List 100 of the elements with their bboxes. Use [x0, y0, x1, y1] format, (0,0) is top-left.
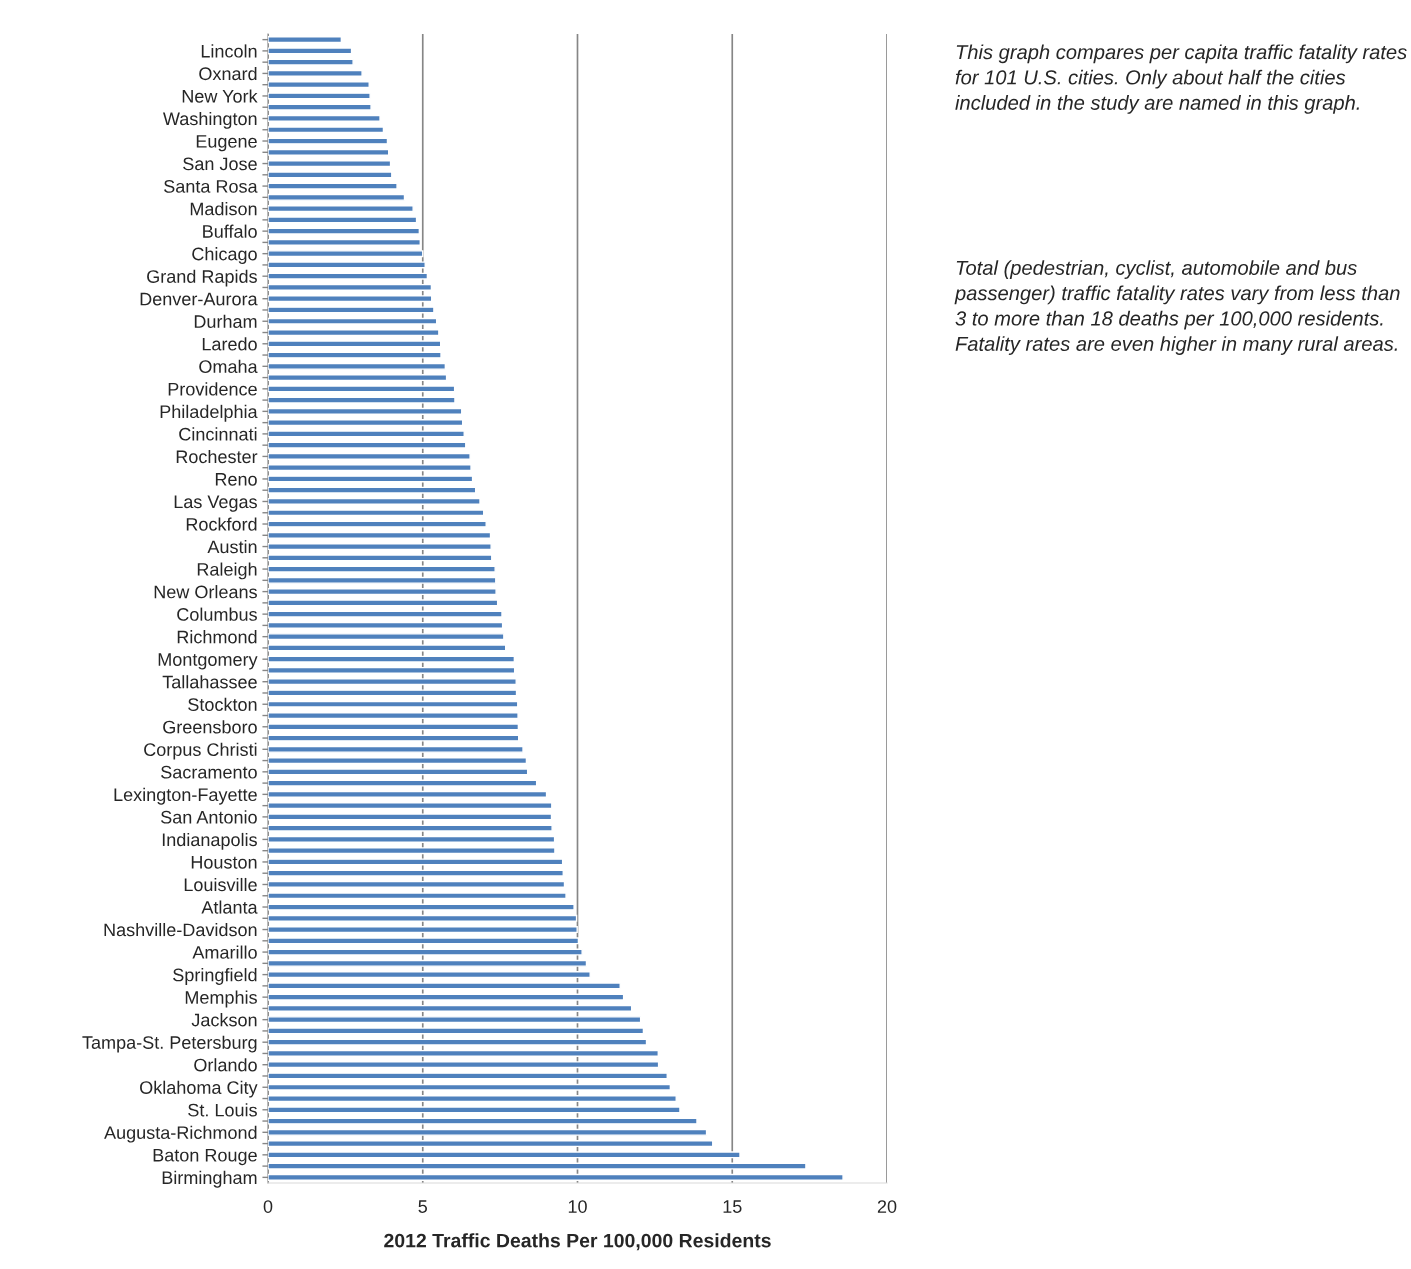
bar — [268, 621, 504, 629]
y-tick-label: Omaha — [199, 359, 258, 374]
text: This graph compares per capita traffic fatality rates for 101 U.S. cities. Only about half the cities included in the study are named in this graph. — [955, 44, 1407, 114]
bar — [268, 329, 440, 337]
bar — [268, 757, 528, 765]
bar — [268, 261, 426, 269]
y-tick-label: Providence — [168, 382, 257, 396]
y-tick-label: Oxnard — [199, 66, 257, 81]
bar — [268, 880, 566, 888]
y-tick-label: Raleigh — [197, 562, 257, 580]
bar — [268, 813, 553, 821]
bar — [268, 340, 442, 348]
bar — [268, 407, 463, 415]
y-tick-label: Birmingham — [162, 1170, 257, 1188]
bar — [268, 216, 418, 224]
y-tick-label: Chicago — [192, 247, 257, 264]
x-axis-title: 2012 Traffic Deaths Per 100,000 Residents — [384, 1233, 771, 1251]
bar — [268, 1049, 659, 1057]
bar — [268, 1072, 668, 1080]
y-tick-label: Philadelphia — [160, 404, 258, 422]
bar — [268, 768, 529, 776]
bar — [268, 892, 567, 900]
y-tick-label: Springfield — [173, 968, 257, 985]
y-tick-label: Corpus Christi — [144, 742, 257, 760]
bar — [268, 531, 492, 539]
y-tick-label: Orlando — [194, 1058, 257, 1072]
bar — [268, 926, 578, 934]
y-tick-label: Atlanta — [201, 900, 258, 914]
y-tick-label: Lincoln — [201, 44, 257, 58]
bar — [268, 58, 354, 66]
y-tick-label: Jackson — [191, 1013, 257, 1027]
bar — [268, 655, 516, 663]
bar — [268, 317, 438, 325]
y-tick-label: Stockton — [188, 697, 257, 711]
y-tick-label: Las Vegas — [174, 495, 257, 512]
y-tick-label: Montgomery — [158, 653, 258, 670]
y-tick-label: New Orleans — [154, 585, 257, 599]
bar — [268, 452, 471, 460]
bar — [268, 1004, 633, 1012]
bar — [268, 982, 621, 990]
bar — [268, 959, 588, 967]
y-tick-label: Grand Rapids — [147, 269, 257, 287]
bar — [268, 869, 564, 877]
y-tick-label: Indianapolis — [162, 832, 257, 850]
bar — [268, 1162, 807, 1170]
bar — [268, 700, 519, 708]
y-tick-label: Augusta-Richmond — [104, 1125, 257, 1143]
bar — [268, 1128, 708, 1136]
bar — [268, 599, 499, 607]
y-tick-label: Baton Rouge — [153, 1148, 257, 1166]
bar — [268, 723, 520, 731]
x-tick-label: 10 — [568, 1200, 587, 1213]
bar — [268, 1117, 698, 1125]
y-tick-label: Cincinnati — [179, 427, 257, 441]
y-tick-label: Reno — [215, 473, 257, 486]
y-tick-label: Tallahassee — [162, 675, 257, 689]
y-tick-label: Washington — [163, 111, 257, 129]
bar — [268, 137, 389, 145]
bar — [268, 283, 433, 291]
bar — [268, 306, 435, 314]
bar — [268, 610, 503, 618]
bar — [268, 396, 456, 404]
y-tick-label: Memphis — [185, 990, 257, 1008]
bar — [268, 114, 381, 122]
bar — [268, 858, 564, 866]
bar — [268, 948, 583, 956]
bar — [268, 588, 497, 596]
y-tick-label: San Antonio — [161, 810, 257, 824]
bar — [268, 554, 493, 562]
bar — [268, 666, 516, 674]
bar — [268, 903, 575, 911]
bar — [268, 227, 421, 235]
y-tick-label: Lexington-Fayette — [114, 787, 257, 805]
y-tick-label: Madison — [190, 202, 257, 216]
y-tick-label: St. Louis — [188, 1103, 257, 1117]
bar — [268, 250, 424, 258]
bar — [268, 351, 442, 359]
bar — [268, 193, 406, 201]
y-tick-label: Sacramento — [161, 765, 257, 779]
bar — [268, 745, 524, 753]
bar — [268, 971, 591, 979]
bar — [268, 464, 472, 472]
bar — [268, 802, 553, 810]
bar — [268, 520, 487, 528]
bar — [268, 419, 464, 427]
y-tick-label: Buffalo — [203, 224, 257, 238]
y-tick-label: Rockford — [186, 517, 257, 531]
bar — [268, 790, 548, 798]
bar — [268, 914, 578, 922]
bar — [268, 937, 580, 945]
bar — [268, 103, 372, 111]
bar — [268, 475, 474, 483]
bar — [268, 644, 507, 652]
bar — [268, 824, 553, 832]
bar — [268, 734, 520, 742]
bar — [268, 36, 343, 44]
bar — [268, 576, 497, 584]
y-tick-label: Oklahoma City — [140, 1080, 258, 1098]
bar — [268, 633, 505, 641]
bar — [268, 171, 393, 179]
